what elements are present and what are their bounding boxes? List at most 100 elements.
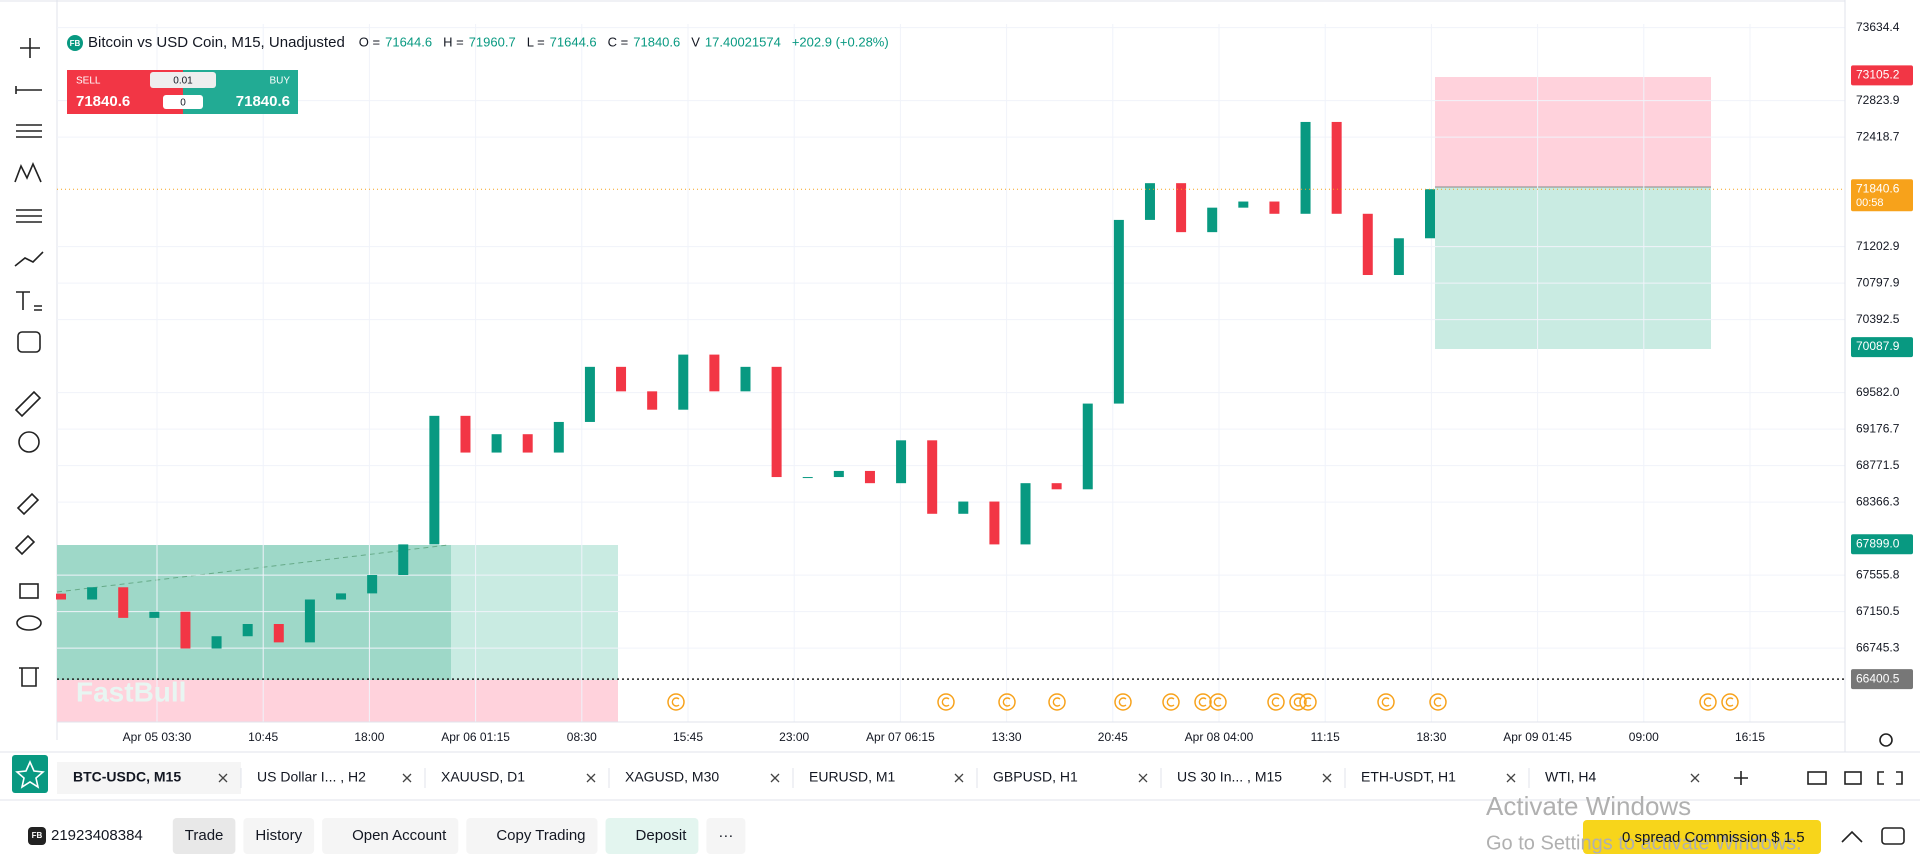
tab-label[interactable]: US Dollar I... , H2 [257, 769, 366, 785]
bottom-button[interactable] [466, 818, 598, 854]
tab-label[interactable]: XAUUSD, D1 [441, 769, 525, 785]
event-marker[interactable] [1721, 693, 1739, 711]
ohlc-value: 71644.6 [385, 34, 432, 49]
bottom-button-label[interactable]: History [255, 827, 302, 844]
bottom-button[interactable] [605, 818, 699, 854]
tab-close[interactable] [586, 773, 596, 783]
tab-close[interactable] [1506, 773, 1516, 783]
event-marker[interactable] [1289, 693, 1307, 711]
lock-tool[interactable] [19, 583, 39, 599]
event-marker[interactable] [1114, 693, 1132, 711]
event-marker[interactable] [1267, 693, 1285, 711]
bottom-button-label[interactable]: Copy Trading [496, 827, 585, 844]
candle-body [1113, 219, 1124, 404]
event-marker[interactable] [1377, 693, 1395, 711]
add-tab[interactable] [1734, 771, 1748, 785]
collapse-icon[interactable] [1841, 830, 1863, 843]
tab-label[interactable]: US 30 In... , M15 [1177, 769, 1282, 785]
tab-label[interactable]: GBPUSD, H1 [993, 769, 1078, 785]
text-tool[interactable] [16, 291, 42, 311]
fullscreen-icon[interactable] [1877, 771, 1903, 785]
event-marker[interactable] [667, 693, 685, 711]
event-marker[interactable] [1194, 693, 1212, 711]
tab-close[interactable] [402, 773, 412, 783]
candle-body [1207, 207, 1218, 233]
activate-sub: Go to Settings to activate Windows. [1486, 832, 1802, 854]
layout-icon[interactable] [1807, 771, 1827, 785]
bottom-button-label[interactable]: Open Account [352, 827, 447, 844]
bottom-button[interactable] [243, 818, 315, 854]
volume-key: V [691, 34, 700, 49]
price-badge-label: 71840.6 [1856, 181, 1900, 195]
tab-close[interactable] [954, 773, 964, 783]
account-number[interactable]: 21923408384 [51, 827, 143, 844]
candle-body [1082, 403, 1093, 490]
tabs: BTC-USDC, M15 US Dollar I... , H2 XAUUSD, … [57, 762, 1700, 794]
bottom-button[interactable] [322, 818, 459, 854]
pattern-tool[interactable] [14, 162, 42, 183]
account-icon [28, 827, 46, 845]
event-marker[interactable] [937, 693, 955, 711]
candle-body [1300, 121, 1311, 214]
lot-box[interactable] [150, 72, 216, 88]
fib-tool[interactable] [16, 124, 42, 138]
sell-label: SELL [76, 76, 101, 87]
promo[interactable]: 0 spread Commission $ 1.5 [1622, 829, 1805, 846]
forecast-tool[interactable] [16, 209, 42, 223]
crosshair-tool[interactable] [20, 38, 40, 58]
candle-body [709, 354, 720, 392]
y-tick-label: 71202.9 [1856, 239, 1900, 253]
promo-bg[interactable] [1583, 820, 1821, 854]
event-marker[interactable] [998, 693, 1016, 711]
delete-tool[interactable] [19, 667, 39, 687]
settings-icon[interactable] [1879, 733, 1893, 747]
tab-label[interactable]: WTI, H4 [1545, 769, 1597, 785]
bottom-button-label[interactable]: Deposit [636, 827, 688, 844]
line-tool[interactable] [15, 86, 42, 94]
bottom-button[interactable] [172, 818, 236, 854]
event-marker[interactable] [1429, 693, 1447, 711]
trend-tool[interactable] [14, 251, 44, 267]
event-marker[interactable] [1299, 693, 1317, 711]
emoji-tool[interactable] [17, 331, 41, 353]
tab-close[interactable] [1690, 773, 1700, 783]
x-tick-label: 09:00 [1629, 730, 1659, 744]
x-tick-label: 11:15 [1311, 730, 1340, 744]
event-marker[interactable] [1162, 693, 1180, 711]
x-tick-label: 18:00 [354, 730, 384, 744]
brush-tool[interactable] [14, 534, 36, 556]
window-icon[interactable] [1844, 771, 1862, 785]
zoom-tool[interactable] [18, 431, 40, 453]
bottom-button[interactable] [706, 818, 746, 854]
tab-label[interactable]: XAGUSD, M30 [625, 769, 719, 785]
candle-body [802, 477, 813, 479]
candle-body [336, 593, 347, 600]
active-tab[interactable] [57, 762, 241, 794]
tab-close[interactable] [1138, 773, 1148, 783]
magnet-tool[interactable] [16, 492, 40, 516]
tab-label[interactable]: EURUSD, M1 [809, 769, 896, 785]
candle-body [1020, 483, 1031, 545]
visibility-tool[interactable] [16, 615, 42, 631]
account-icon-label: FB [32, 831, 43, 840]
candle-body [678, 354, 689, 410]
candle-body [1176, 183, 1187, 233]
tab-close[interactable] [1322, 773, 1332, 783]
tab-close[interactable] [218, 773, 228, 783]
tab-label[interactable]: BTC-USDC, M15 [73, 769, 181, 785]
tab-close[interactable] [770, 773, 780, 783]
favorites-button[interactable] [12, 755, 48, 793]
qty-box[interactable] [163, 95, 203, 109]
window-icon2[interactable] [1881, 827, 1905, 845]
bottom-button-label[interactable]: Trade [185, 827, 224, 844]
event-marker-c [1198, 697, 1207, 707]
candle-body [491, 434, 502, 453]
tab-label[interactable]: ETH-USDT, H1 [1361, 769, 1456, 785]
watermark: FastBull [76, 676, 186, 707]
event-marker[interactable] [1209, 693, 1227, 711]
event-marker[interactable] [1699, 693, 1717, 711]
ruler-tool[interactable] [14, 390, 42, 418]
chart-title: Bitcoin vs USD Coin, M15, Unadjusted [88, 34, 345, 51]
event-marker[interactable] [1048, 693, 1066, 711]
bottom-button-label[interactable]: ··· [718, 827, 733, 844]
